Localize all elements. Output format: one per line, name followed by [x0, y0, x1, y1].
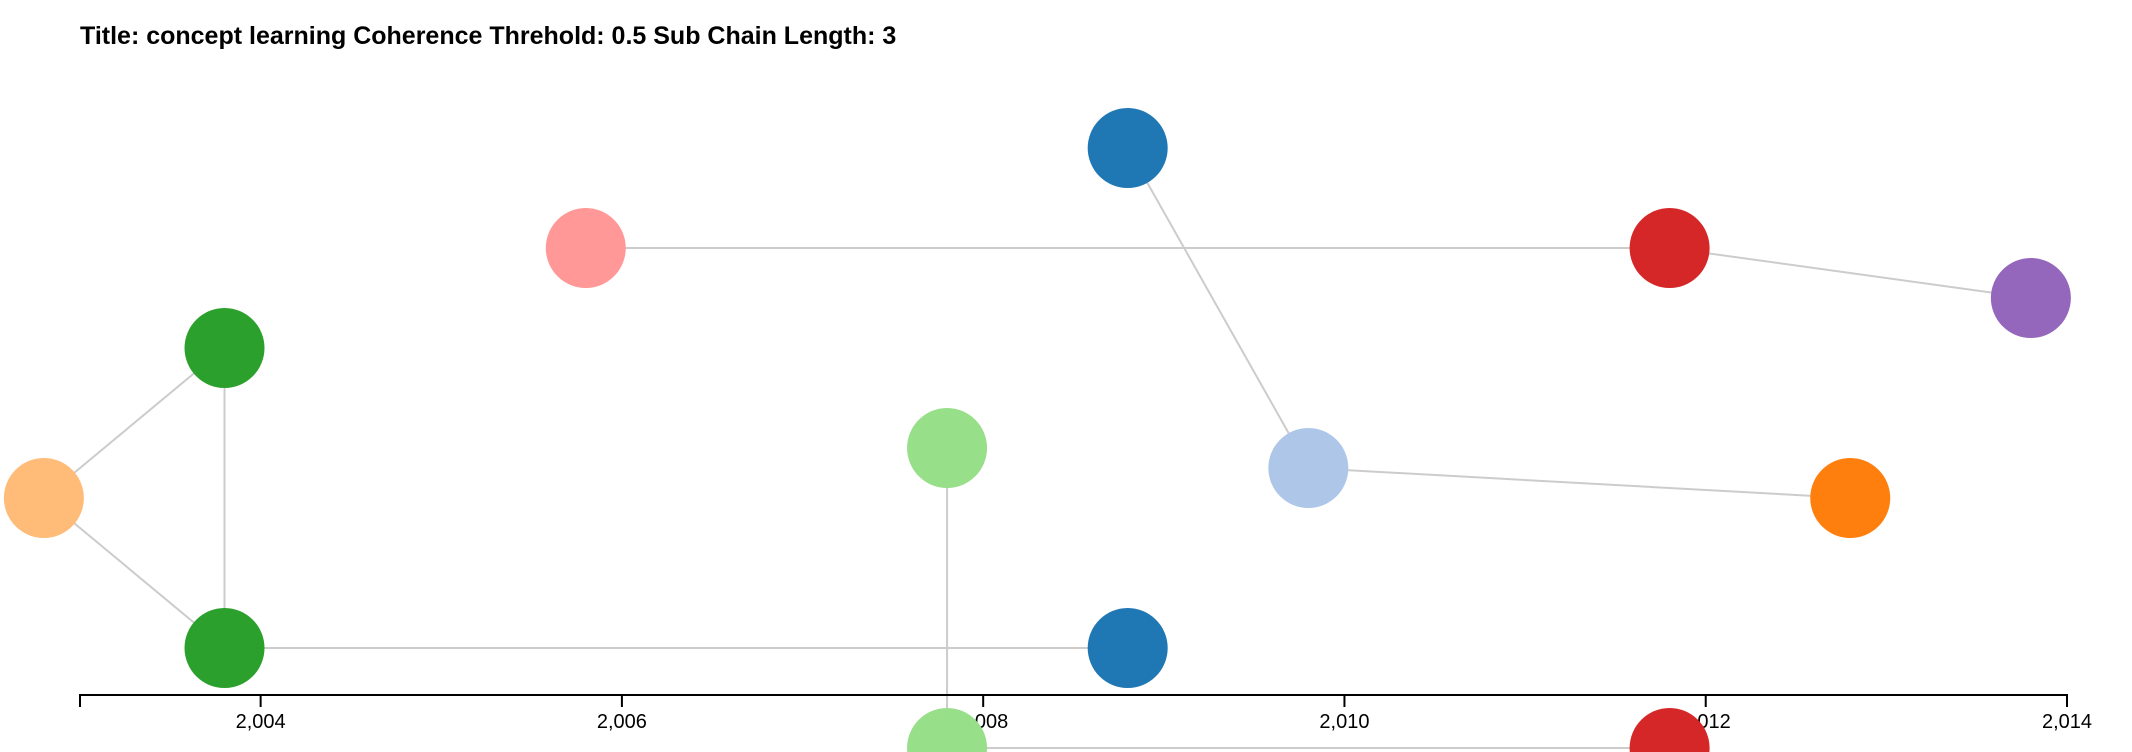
edge-n10-n13 [1669, 247, 2032, 299]
node-n12[interactable] [1810, 458, 1891, 538]
axis-tick-label-2014: 2,014 [2042, 711, 2092, 733]
node-n2[interactable] [184, 608, 265, 688]
node-n6[interactable] [907, 708, 988, 752]
node-n8[interactable] [1087, 608, 1168, 688]
axis-tick-label-2010: 2,010 [1319, 711, 1369, 733]
node-n9[interactable] [1268, 428, 1349, 508]
node-n4[interactable] [545, 208, 626, 288]
node-n5[interactable] [907, 408, 988, 488]
edge-n7-n9 [1126, 147, 1310, 469]
edges-layer [43, 147, 2032, 749]
axis-domain [79, 694, 2068, 707]
node-n11[interactable] [1629, 708, 1710, 752]
x-axis: 2,004 2,006 2,008 2,010 2,012 2,014 [79, 694, 2092, 733]
edge-n9-n12 [1308, 467, 1851, 499]
nodes-layer [3, 108, 2071, 752]
node-n7[interactable] [1087, 108, 1168, 188]
node-n1[interactable] [184, 308, 265, 388]
axis-tick-label-2006: 2,006 [597, 711, 647, 733]
axis-tick-label-2004: 2,004 [236, 711, 286, 733]
node-n3[interactable] [3, 458, 84, 538]
chart-title: Title: concept learning Coherence Threho… [80, 22, 897, 50]
node-n13[interactable] [1990, 258, 2071, 338]
node-n10[interactable] [1629, 208, 1710, 288]
